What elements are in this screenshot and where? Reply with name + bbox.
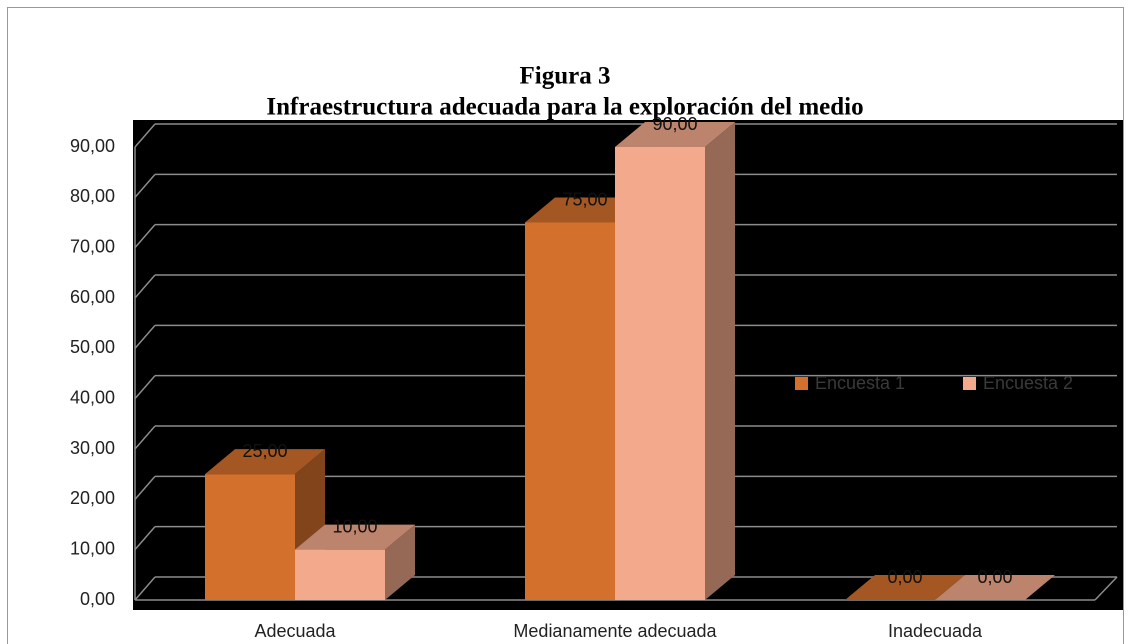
data-label: 75,00 [562,189,607,209]
y-tick-label: 40,00 [70,387,115,407]
bar-side [385,524,415,600]
x-tick-label: Adecuada [254,621,336,641]
bar [205,449,325,600]
grid-line-side [134,173,156,198]
bar-top [845,575,965,600]
grid-line-side [134,274,156,299]
legend-label: Encuesta 2 [983,373,1073,393]
y-tick-label: 0,00 [80,589,115,609]
y-tick-label: 90,00 [70,136,115,156]
grid-line-side [134,123,156,148]
bar-front [525,222,615,600]
floor-edge [1094,576,1118,601]
grid-line-side [134,526,156,551]
data-label: 25,00 [242,441,287,461]
bar-front [205,474,295,600]
bar [295,524,415,600]
bar [615,122,735,600]
grid-line-side [134,576,156,601]
bar-side [705,122,735,600]
bar-top [205,449,325,475]
y-tick-label: 20,00 [70,488,115,508]
grid-line-side [134,425,156,450]
legend-marker [963,377,976,390]
bar-front [295,549,385,600]
y-tick-label: 50,00 [70,337,115,357]
y-tick-label: 70,00 [70,236,115,256]
x-tick-label: Medianamente adecuada [513,621,717,641]
bar [845,575,965,600]
y-tick-label: 60,00 [70,287,115,307]
y-tick-label: 10,00 [70,538,115,558]
bar-top [615,122,735,147]
grid-line-side [134,324,156,349]
bar-top [935,575,1055,600]
grid-line-side [134,475,156,500]
legend-marker [795,377,808,390]
grid-line-side [134,224,156,249]
data-label: 0,00 [887,567,922,587]
x-tick-label: Inadecuada [888,621,983,641]
y-tick-label: 30,00 [70,438,115,458]
data-label: 0,00 [977,567,1012,587]
legend-label: Encuesta 1 [815,373,905,393]
data-label: 10,00 [332,516,377,536]
bar-top [295,524,415,550]
data-label: 90,00 [652,114,697,134]
y-tick-label: 80,00 [70,186,115,206]
chart-title: Figura 3 [520,63,611,90]
chart-subtitle: Infraestructura adecuada para la explora… [266,94,863,121]
bar [935,575,1055,600]
bar-front [615,147,705,600]
grid-line-side [134,375,156,400]
